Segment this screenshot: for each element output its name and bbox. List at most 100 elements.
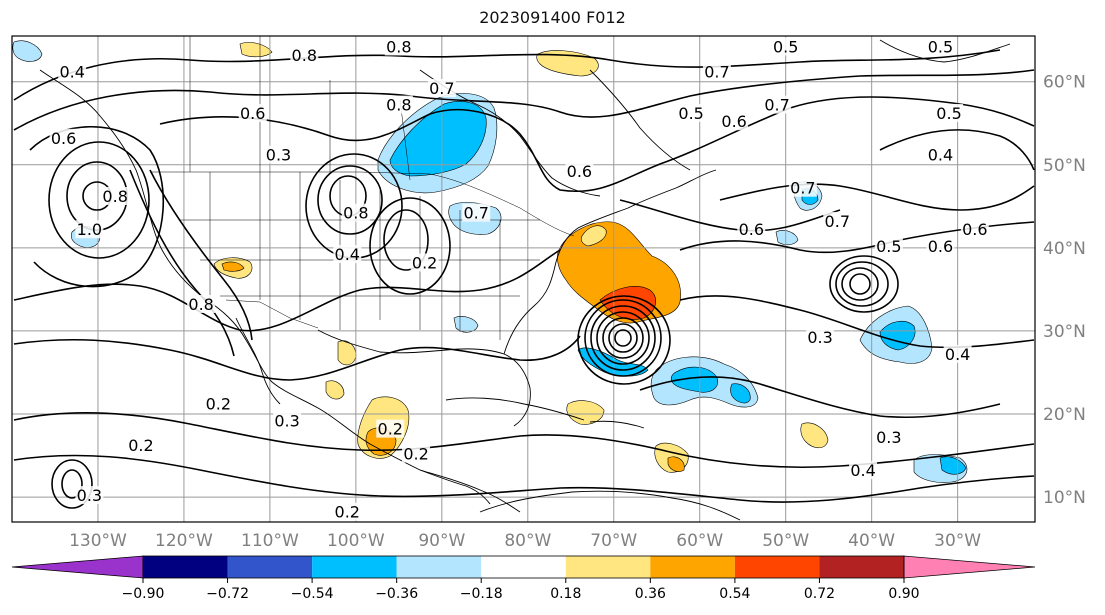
contour-label-bg [101,187,130,205]
coastlines [39,39,1011,521]
lon-tick-label: 30°W [934,531,981,551]
contour-mid-1 [13,249,561,332]
contour-label: 0.2 [335,503,360,522]
contour-pacific-high-3 [48,141,150,259]
coast-hispaniola [589,420,645,429]
contour-label: 0.3 [876,428,901,447]
colorbar-tick-label: −0.54 [291,586,334,602]
contour-low-3 [639,376,1001,419]
contour-label-bg [788,178,817,197]
contour-label-bg [384,95,413,114]
contour-label-bg [187,295,216,313]
contour-sw-2 [51,459,93,509]
contour-label: 0.6 [240,104,265,123]
colorbar-frame [142,555,905,579]
colorbar-segment [650,556,735,578]
contour-labels: 0.40.60.81.00.60.8 0.80.80.70.30.80.4 0.20… [49,36,989,522]
contour-atl-low-2 [841,267,879,301]
contour-label-bg [720,112,749,131]
contour-label: 0.8 [343,204,368,223]
coast-gulf [317,329,531,427]
anomaly-shading [12,40,968,483]
colorbar-tick-label: 0.54 [719,586,750,602]
contour-label: 0.5 [876,237,901,256]
lon-tick-label: 40°W [848,531,895,551]
contour-label-bg [926,37,955,56]
contour-label-bg [874,236,903,255]
contour-label: 0.3 [274,411,299,430]
contour-label: 0.2 [128,436,153,455]
colorbar-tick-label: −0.72 [206,586,249,602]
coast-central-america [419,469,491,505]
contour-west-low-2 [317,165,383,235]
contour-label-bg [290,45,319,64]
colorbar-segment [734,556,820,578]
contour-hurricane-4 [596,311,650,365]
contour-label-bg [960,220,989,239]
contour-label-bg [75,220,104,239]
contour-zonal-2 [13,69,1035,131]
contour-west-coast-2 [129,169,235,357]
contour-label-bg [565,162,594,181]
contour-low-2 [13,454,1035,503]
contour-label: 0.5 [678,104,703,123]
contour-label-bg [926,236,955,255]
contour-mid-3 [679,295,1035,349]
contour-west-coast-1 [149,169,253,341]
contour-label-bg [823,211,852,230]
colorbar-segment [819,556,904,578]
contour-label: 0.4 [928,145,953,164]
contour-label-bg [273,411,302,430]
contour-atl-low-4 [829,255,899,313]
shade-yellow-west [239,42,273,58]
lon-tick-label: 70°W [590,531,637,551]
contour-label-bg [874,427,903,446]
contour-hurricane-1 [614,329,632,347]
contour-label-bg [49,128,78,147]
contour-label-bg [737,220,766,239]
contour-label: 0.4 [945,345,970,364]
colorbar-tick-label: 0.90 [888,586,919,602]
coast-labrador [589,69,691,171]
border-us-canada [150,171,575,237]
graticule [12,36,1035,522]
longitude-axis: 130°W 120°W 110°W 100°W 90°W 80°W 70°W 60°W 50°W… [69,531,981,551]
shade-yellow-cape [580,225,607,247]
lon-tick-label: 60°W [676,531,723,551]
contour-zonal-1 [13,49,1001,101]
contour-hurricane-3 [602,317,644,359]
contour-label-bg [926,36,955,39]
contour-label: 0.7 [463,204,488,223]
shade-blue-far-east [939,456,967,475]
contour-label-bg [204,394,233,413]
map-title: 2023091400 F012 [479,8,626,27]
colorbar-extend-low [11,555,144,579]
map-frame [11,35,1036,523]
contour-label: 0.7 [764,96,789,115]
contour-label: 0.4 [850,461,875,480]
colorbar-segment [227,556,313,578]
colorbar-tick-label: −0.36 [375,586,418,602]
contour-label-bg [333,245,362,264]
contour-label: 0.8 [386,37,411,56]
contour-label-bg [771,37,800,56]
coast-canada [419,69,601,197]
contour-label: 0.6 [962,220,987,239]
shade-lightblue-nw [12,40,43,62]
lat-tick-label: 60°N [1043,73,1086,93]
contour-label: 0.4 [335,245,360,264]
contour-label-bg [126,436,155,455]
contour-label: 0.3 [77,486,102,505]
contour-label: 1.0 [77,220,102,239]
contour-label-bg [264,145,293,164]
contour-label-bg [402,444,431,463]
contour-label: 0.4 [59,62,84,81]
contour-label-bg [341,203,370,222]
contour-label: 0.8 [102,187,127,206]
coast-cuba [445,397,585,421]
contour-label: 0.6 [739,220,764,239]
contour-label: 0.5 [773,37,798,56]
contour-label: 0.2 [412,253,437,272]
contour-label: 0.5 [936,104,961,123]
lon-tick-label: 90°W [418,531,465,551]
